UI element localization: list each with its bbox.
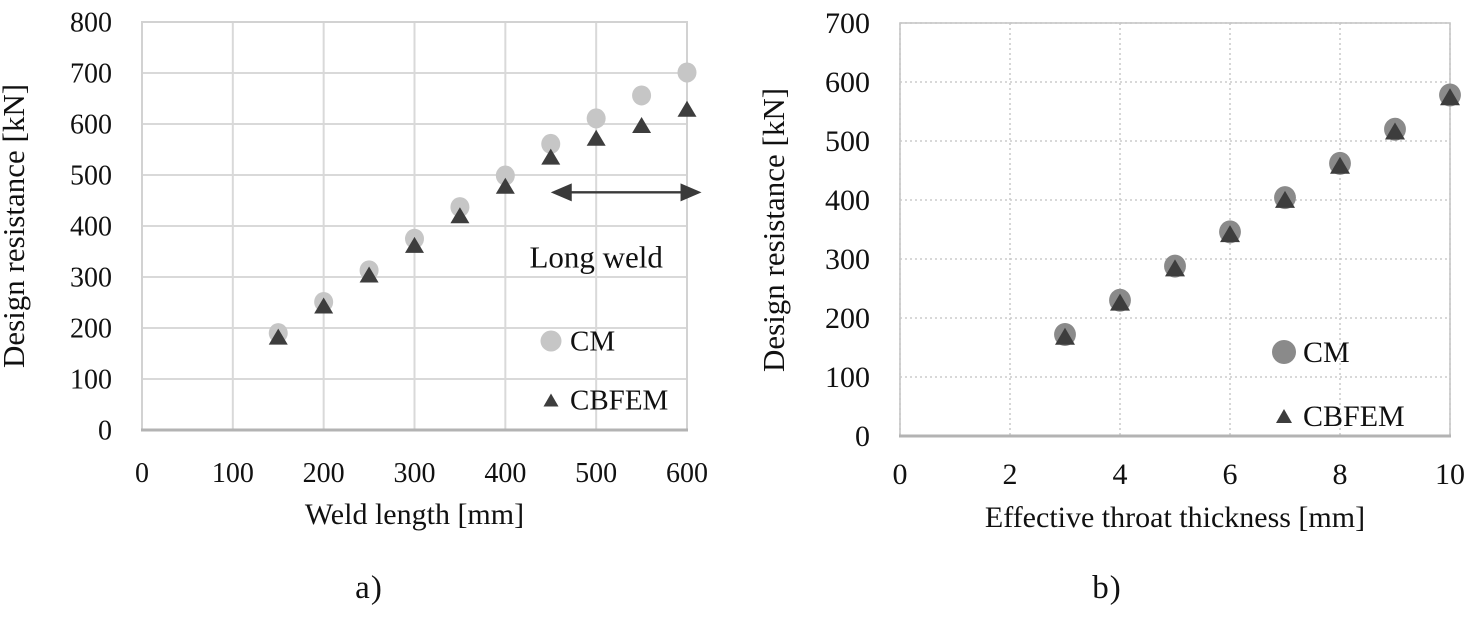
- y-tick-label: 200: [825, 302, 870, 335]
- chart-b-throat-thickness: 0 100 200 300 400 500 600 700 0 2 4 6 8 10 Effective t…: [756, 7, 1465, 534]
- y-tick-label: 0: [855, 420, 870, 453]
- cbfem-data-marker: [677, 100, 697, 117]
- y-tick-label: 600: [70, 110, 112, 141]
- cbfem-data-marker: [495, 177, 515, 194]
- x-tick-label: 200: [303, 458, 345, 489]
- y-tick-label: 800: [70, 8, 112, 39]
- cbfem-data-marker: [450, 207, 470, 224]
- cbfem-data-marker: [1220, 225, 1240, 243]
- cm-data-marker: [586, 108, 606, 129]
- y-tick-label: 500: [70, 161, 112, 192]
- x-axis-title: Effective throat thickness [mm]: [985, 501, 1365, 534]
- legend-cbfem-marker: [543, 393, 559, 407]
- y-tick-label: 100: [70, 365, 112, 396]
- x-tick-label: 4: [1113, 458, 1128, 491]
- cbfem-data-marker: [1385, 122, 1405, 140]
- cbfem-data-marker: [1165, 259, 1185, 277]
- y-axis-title: Design resistance [kN]: [0, 84, 31, 368]
- cbfem-data-marker: [359, 266, 379, 283]
- legend-cm-marker: [540, 330, 562, 352]
- y-tick-label: 700: [70, 59, 112, 90]
- y-tick-label: 300: [825, 243, 870, 276]
- x-tick-label: 500: [575, 458, 617, 489]
- legend-label: CBFEM: [570, 385, 668, 417]
- cbfem-data-marker: [541, 148, 561, 165]
- cm-data-marker: [632, 85, 652, 106]
- x-tick-label: 100: [212, 458, 254, 489]
- cbfem-data-marker: [1055, 327, 1075, 345]
- legend-label: CBFEM: [1303, 400, 1405, 433]
- cbfem-data-marker: [1110, 293, 1130, 311]
- cbfem-data-marker: [632, 117, 652, 134]
- cm-data-marker: [450, 197, 470, 218]
- y-tick-label: 200: [70, 314, 112, 345]
- y-tick-label: 400: [70, 212, 112, 243]
- legend-label: CM: [1303, 336, 1350, 369]
- cbfem-data-marker: [268, 328, 288, 345]
- y-tick-label: 0: [98, 416, 112, 447]
- legend-cm-marker: [1272, 340, 1296, 364]
- y-tick-label: 700: [825, 7, 870, 40]
- cbfem-data-marker: [1440, 88, 1460, 106]
- cbfem-data-marker: [1275, 190, 1295, 208]
- arrowhead-left: [550, 183, 572, 202]
- chart-a-weld-length: 0 100 200 300 400 500 600 700 800 0 100 200 300 400 50…: [0, 8, 708, 531]
- y-tick-label: 400: [825, 184, 870, 217]
- long-weld-label: Long weld: [529, 240, 663, 275]
- x-axis-title: Weld length [mm]: [305, 498, 524, 531]
- arrowhead-right: [680, 183, 702, 202]
- x-tick-label: 400: [484, 458, 526, 489]
- x-tick-label: 0: [893, 458, 908, 491]
- cbfem-data-marker: [314, 297, 334, 314]
- legend-label: CM: [570, 326, 615, 358]
- cm-data-marker: [677, 62, 697, 83]
- x-tick-label: 300: [394, 458, 436, 489]
- y-tick-label: 300: [70, 263, 112, 294]
- x-tick-label: 0: [135, 458, 149, 489]
- cm-data-marker: [541, 133, 561, 154]
- cbfem-data-marker: [586, 129, 606, 146]
- cm-data-marker: [495, 165, 515, 186]
- x-tick-label: 2: [1003, 458, 1018, 491]
- legend-cbfem-marker: [1276, 409, 1292, 423]
- x-tick-label: 6: [1223, 458, 1238, 491]
- y-tick-label: 500: [825, 125, 870, 158]
- caption-b: b): [1092, 570, 1122, 606]
- plot-border: [899, 22, 1451, 437]
- y-axis-title: Design resistance [kN]: [756, 88, 791, 372]
- x-tick-label: 8: [1333, 458, 1348, 491]
- y-tick-label: 100: [825, 361, 870, 394]
- y-tick-label: 600: [825, 66, 870, 99]
- x-tick-label: 10: [1435, 458, 1465, 491]
- caption-a: a): [355, 570, 383, 606]
- cbfem-data-marker: [1330, 156, 1350, 174]
- cbfem-data-marker: [405, 236, 424, 253]
- x-tick-label: 600: [666, 458, 708, 489]
